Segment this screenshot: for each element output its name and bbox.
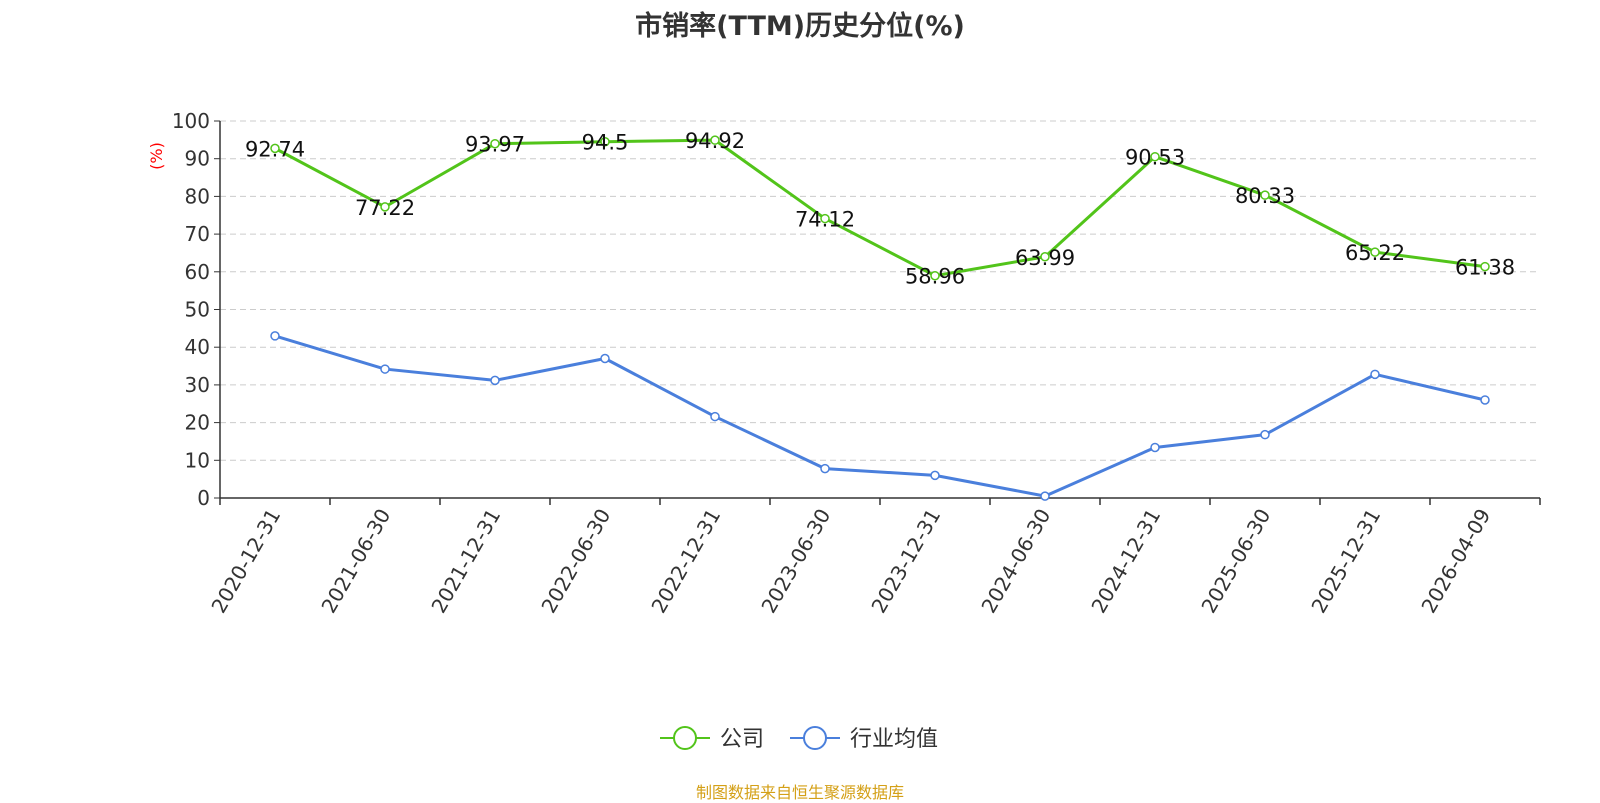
data-point — [930, 470, 940, 481]
x-tick-label: 2020-12-31 — [206, 505, 285, 618]
data-point — [820, 463, 830, 474]
x-tick-label: 2023-12-31 — [866, 505, 945, 618]
legend-marker — [803, 726, 827, 750]
data-point — [710, 135, 720, 145]
data-point — [1480, 395, 1490, 405]
data-label: 94.5 — [582, 131, 629, 155]
data-point — [270, 331, 280, 341]
data-label: 63.99 — [1015, 246, 1075, 270]
data-point — [1150, 151, 1160, 162]
x-tick-label: 2022-06-30 — [536, 505, 615, 618]
data-label: 92.74 — [245, 137, 305, 161]
data-point — [1260, 190, 1270, 200]
data-point — [1370, 369, 1380, 380]
y-tick-label: 40 — [185, 335, 210, 359]
data-label-layer: 92.74 77.22 93.97 94.5 94.92 74.12 58.96 63.99 9… — [245, 129, 1515, 289]
x-tick-label: 2023-06-30 — [756, 505, 835, 618]
chart-title: 市销率(TTM)历史分位(%) — [635, 11, 965, 42]
x-tick-label: 2024-12-31 — [1086, 505, 1165, 618]
data-point — [1370, 247, 1380, 257]
y-tick-label: 10 — [185, 448, 210, 472]
data-point — [820, 213, 830, 224]
data-point — [380, 364, 390, 374]
axis-layer: 0 10 20 30 40 50 60 70 80 90 100 2020-12-31 2021-06-… — [172, 109, 1541, 618]
series-line-1 — [274, 334, 1486, 498]
x-tick-label: 2021-12-31 — [426, 505, 505, 618]
y-tick-label: 0 — [197, 486, 210, 510]
legend-label: 公司 — [720, 727, 764, 752]
x-tick-label: 2025-06-30 — [1196, 505, 1275, 618]
data-label: 93.97 — [465, 133, 525, 157]
x-tick-label: 2026-04-09 — [1416, 505, 1495, 618]
y-axis-label: (%) — [147, 142, 166, 170]
data-point — [270, 143, 280, 154]
y-tick-label: 30 — [185, 373, 210, 397]
data-point — [490, 375, 500, 386]
data-point — [930, 270, 940, 281]
legend-marker — [673, 726, 697, 750]
series-line-0 — [274, 138, 1486, 278]
data-point — [600, 136, 610, 147]
data-point — [1040, 491, 1050, 501]
data-label: 94.92 — [685, 129, 745, 153]
y-tick-label: 90 — [185, 147, 210, 171]
data-point — [380, 202, 390, 212]
data-point — [490, 138, 500, 149]
legend: 公司 行业均值 — [660, 726, 938, 752]
y-tick-label: 100 — [172, 109, 210, 133]
x-tick-label: 2024-06-30 — [976, 505, 1055, 618]
series-layer — [270, 135, 1490, 501]
data-label: 61.38 — [1455, 256, 1515, 280]
data-label: 77.22 — [355, 196, 415, 220]
grid-layer — [220, 120, 1540, 461]
data-point — [1040, 252, 1050, 262]
data-label: 65.22 — [1345, 241, 1405, 265]
source-note: 制图数据来自恒生聚源数据库 — [695, 783, 904, 802]
legend-label: 行业均值 — [850, 727, 938, 752]
data-point — [710, 411, 720, 422]
y-tick-label: 60 — [185, 260, 210, 284]
y-tick-label: 70 — [185, 222, 210, 246]
data-point — [1480, 261, 1490, 272]
x-tick-label: 2025-12-31 — [1306, 505, 1385, 618]
data-label: 90.53 — [1125, 146, 1185, 170]
data-label: 58.96 — [905, 265, 965, 289]
y-tick-label: 50 — [185, 298, 210, 322]
y-tick-label: 80 — [185, 184, 210, 208]
data-point — [1260, 429, 1270, 440]
data-point — [1150, 442, 1160, 453]
data-label: 74.12 — [795, 208, 855, 232]
y-tick-label: 20 — [185, 411, 210, 435]
data-label: 80.33 — [1235, 184, 1295, 208]
data-point — [600, 353, 610, 364]
x-tick-label: 2022-12-31 — [646, 505, 725, 618]
x-tick-label: 2021-06-30 — [316, 505, 395, 618]
